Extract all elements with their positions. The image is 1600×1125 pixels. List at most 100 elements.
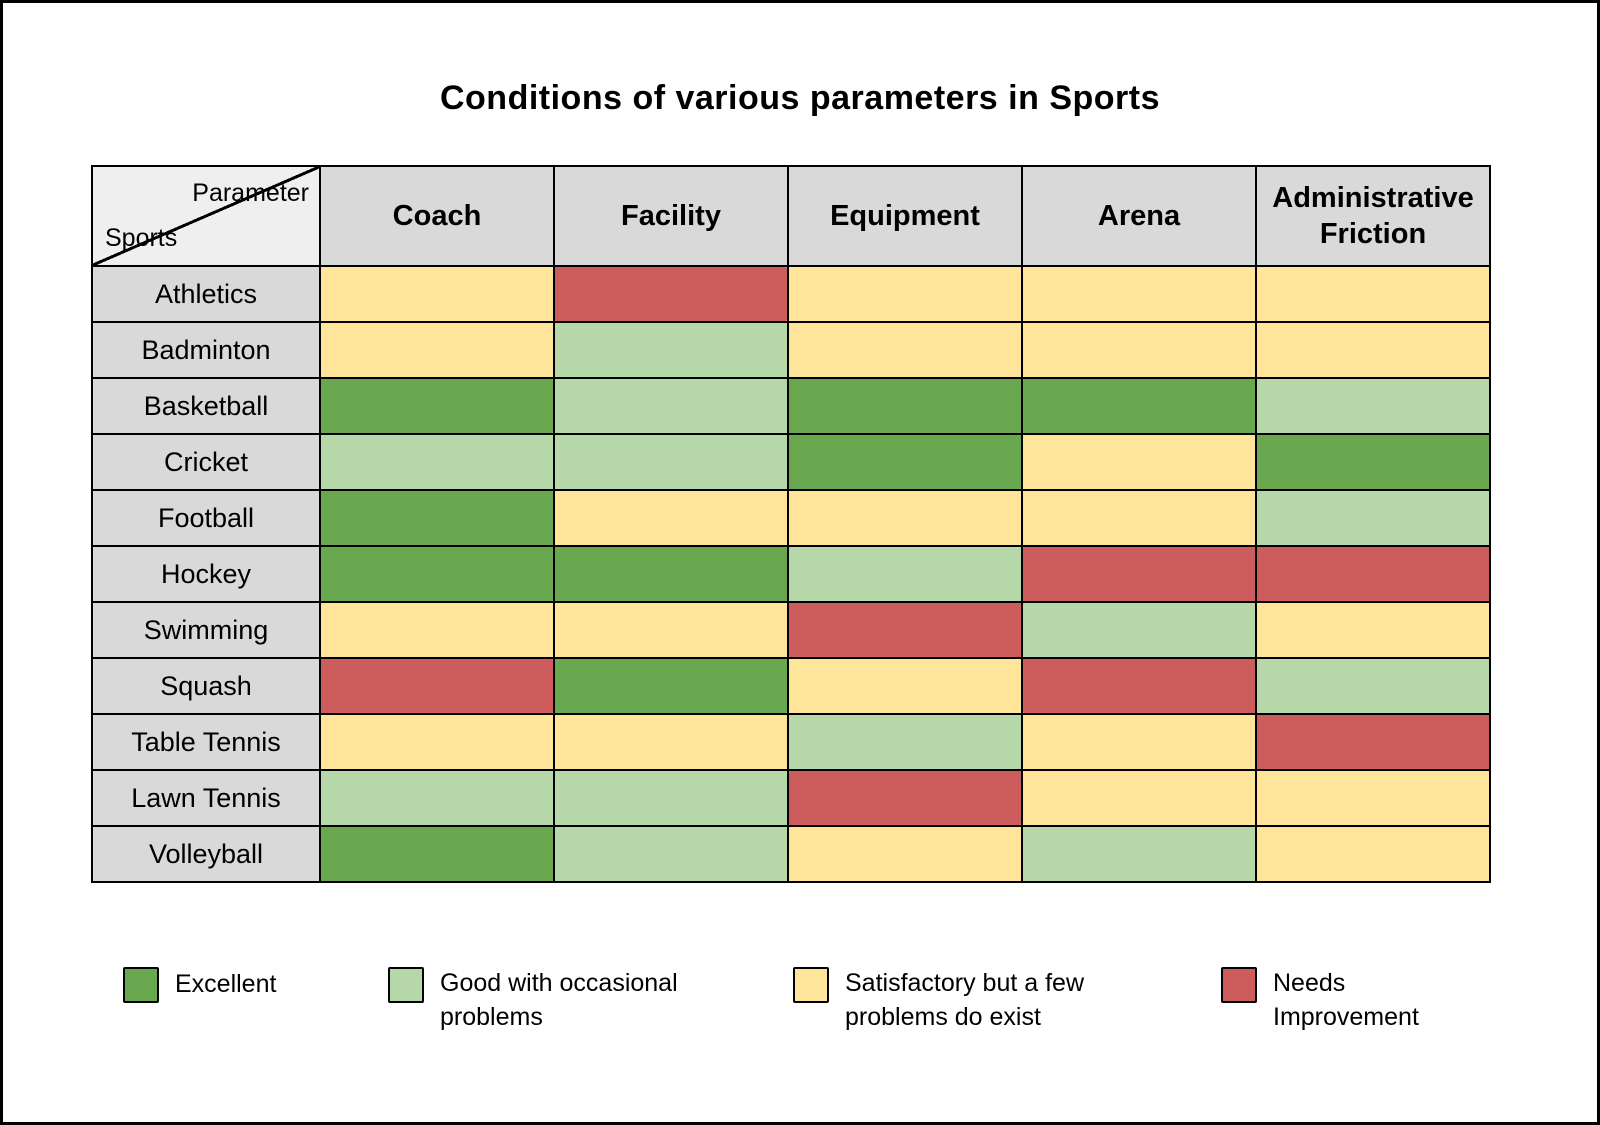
- cell-table-tennis-facility: [553, 713, 789, 771]
- legend-label-satisfactory: Satisfactory but a few problems do exist: [845, 969, 1085, 1031]
- cell-cricket-equipment: [787, 433, 1023, 491]
- cell-squash-administrative-friction: [1255, 657, 1491, 715]
- legend-label-needs: Needs Improvement: [1273, 969, 1419, 1031]
- cell-swimming-administrative-friction: [1255, 601, 1491, 659]
- row-header-hockey: Hockey: [91, 545, 321, 603]
- legend-swatch-satisfactory: [793, 967, 829, 1003]
- legend-label-good: Good with occasional problems: [440, 969, 678, 1031]
- cell-hockey-arena: [1021, 545, 1257, 603]
- cell-football-equipment: [787, 489, 1023, 547]
- corner-label-sports: Sports: [105, 224, 178, 252]
- column-header-facility: Facility: [553, 165, 789, 267]
- cell-basketball-coach: [319, 377, 555, 435]
- cell-cricket-coach: [319, 433, 555, 491]
- cell-football-arena: [1021, 489, 1257, 547]
- cell-swimming-arena: [1021, 601, 1257, 659]
- cell-table-tennis-arena: [1021, 713, 1257, 771]
- cell-cricket-administrative-friction: [1255, 433, 1491, 491]
- legend-swatch-needs: [1221, 967, 1257, 1003]
- cell-hockey-equipment: [787, 545, 1023, 603]
- row-header-athletics: Athletics: [91, 265, 321, 323]
- legend-label-excellent: Excellent: [175, 970, 277, 999]
- cell-lawn-tennis-facility: [553, 769, 789, 827]
- cell-swimming-coach: [319, 601, 555, 659]
- cell-badminton-equipment: [787, 321, 1023, 379]
- cell-badminton-coach: [319, 321, 555, 379]
- cell-swimming-facility: [553, 601, 789, 659]
- table-row-volleyball: Volleyball: [91, 825, 1491, 883]
- corner-label-parameter: Parameter: [192, 179, 309, 207]
- row-header-swimming: Swimming: [91, 601, 321, 659]
- cell-swimming-equipment: [787, 601, 1023, 659]
- cell-table-tennis-equipment: [787, 713, 1023, 771]
- table-row-football: Football: [91, 489, 1491, 547]
- cell-athletics-coach: [319, 265, 555, 323]
- cell-football-coach: [319, 489, 555, 547]
- cell-table-tennis-administrative-friction: [1255, 713, 1491, 771]
- cell-squash-coach: [319, 657, 555, 715]
- cell-athletics-equipment: [787, 265, 1023, 323]
- legend-item-good: Good with occasional problems: [388, 967, 720, 1035]
- cell-lawn-tennis-equipment: [787, 769, 1023, 827]
- cell-basketball-equipment: [787, 377, 1023, 435]
- row-header-cricket: Cricket: [91, 433, 321, 491]
- row-header-football: Football: [91, 489, 321, 547]
- legend-item-excellent: Excellent: [123, 967, 276, 1003]
- cell-badminton-arena: [1021, 321, 1257, 379]
- legend-swatch-good: [388, 967, 424, 1003]
- cell-volleyball-equipment: [787, 825, 1023, 883]
- legend-swatch-excellent: [123, 967, 159, 1003]
- cell-volleyball-arena: [1021, 825, 1257, 883]
- cell-cricket-facility: [553, 433, 789, 491]
- table-row-table-tennis: Table Tennis: [91, 713, 1491, 771]
- row-header-squash: Squash: [91, 657, 321, 715]
- cell-football-facility: [553, 489, 789, 547]
- cell-volleyball-coach: [319, 825, 555, 883]
- cell-basketball-facility: [553, 377, 789, 435]
- cell-hockey-coach: [319, 545, 555, 603]
- column-header-equipment: Equipment: [787, 165, 1023, 267]
- cell-lawn-tennis-coach: [319, 769, 555, 827]
- table-row-basketball: Basketball: [91, 377, 1491, 435]
- cell-squash-equipment: [787, 657, 1023, 715]
- row-header-table-tennis: Table Tennis: [91, 713, 321, 771]
- table-row-badminton: Badminton: [91, 321, 1491, 379]
- cell-squash-facility: [553, 657, 789, 715]
- row-header-basketball: Basketball: [91, 377, 321, 435]
- cell-table-tennis-coach: [319, 713, 555, 771]
- cell-basketball-arena: [1021, 377, 1257, 435]
- table-row-lawn-tennis: Lawn Tennis: [91, 769, 1491, 827]
- table-row-hockey: Hockey: [91, 545, 1491, 603]
- corner-cell: Parameter Sports: [91, 165, 321, 267]
- row-header-lawn-tennis: Lawn Tennis: [91, 769, 321, 827]
- table-row-squash: Squash: [91, 657, 1491, 715]
- cell-lawn-tennis-administrative-friction: [1255, 769, 1491, 827]
- legend: Excellent Good with occasional problems Sa…: [3, 961, 1597, 1081]
- cell-lawn-tennis-arena: [1021, 769, 1257, 827]
- cell-hockey-administrative-friction: [1255, 545, 1491, 603]
- cell-athletics-arena: [1021, 265, 1257, 323]
- cell-athletics-administrative-friction: [1255, 265, 1491, 323]
- sports-parameters-table: Parameter Sports Coach Facility Equipment A…: [91, 165, 1491, 883]
- cell-hockey-facility: [553, 545, 789, 603]
- cell-athletics-facility: [553, 265, 789, 323]
- row-header-badminton: Badminton: [91, 321, 321, 379]
- table-row-athletics: Athletics: [91, 265, 1491, 323]
- column-header-arena: Arena: [1021, 165, 1257, 267]
- table-row-swimming: Swimming: [91, 601, 1491, 659]
- legend-item-satisfactory: Satisfactory but a few problems do exist: [793, 967, 1135, 1035]
- cell-football-administrative-friction: [1255, 489, 1491, 547]
- legend-item-needs: Needs Improvement: [1221, 967, 1443, 1035]
- cell-basketball-administrative-friction: [1255, 377, 1491, 435]
- column-header-coach: Coach: [319, 165, 555, 267]
- cell-badminton-administrative-friction: [1255, 321, 1491, 379]
- cell-squash-arena: [1021, 657, 1257, 715]
- header-row: Parameter Sports Coach Facility Equipment A…: [91, 165, 1491, 267]
- table-row-cricket: Cricket: [91, 433, 1491, 491]
- cell-badminton-facility: [553, 321, 789, 379]
- page-title: Conditions of various parameters in Spor…: [439, 79, 1160, 117]
- row-header-volleyball: Volleyball: [91, 825, 321, 883]
- cell-volleyball-administrative-friction: [1255, 825, 1491, 883]
- cell-cricket-arena: [1021, 433, 1257, 491]
